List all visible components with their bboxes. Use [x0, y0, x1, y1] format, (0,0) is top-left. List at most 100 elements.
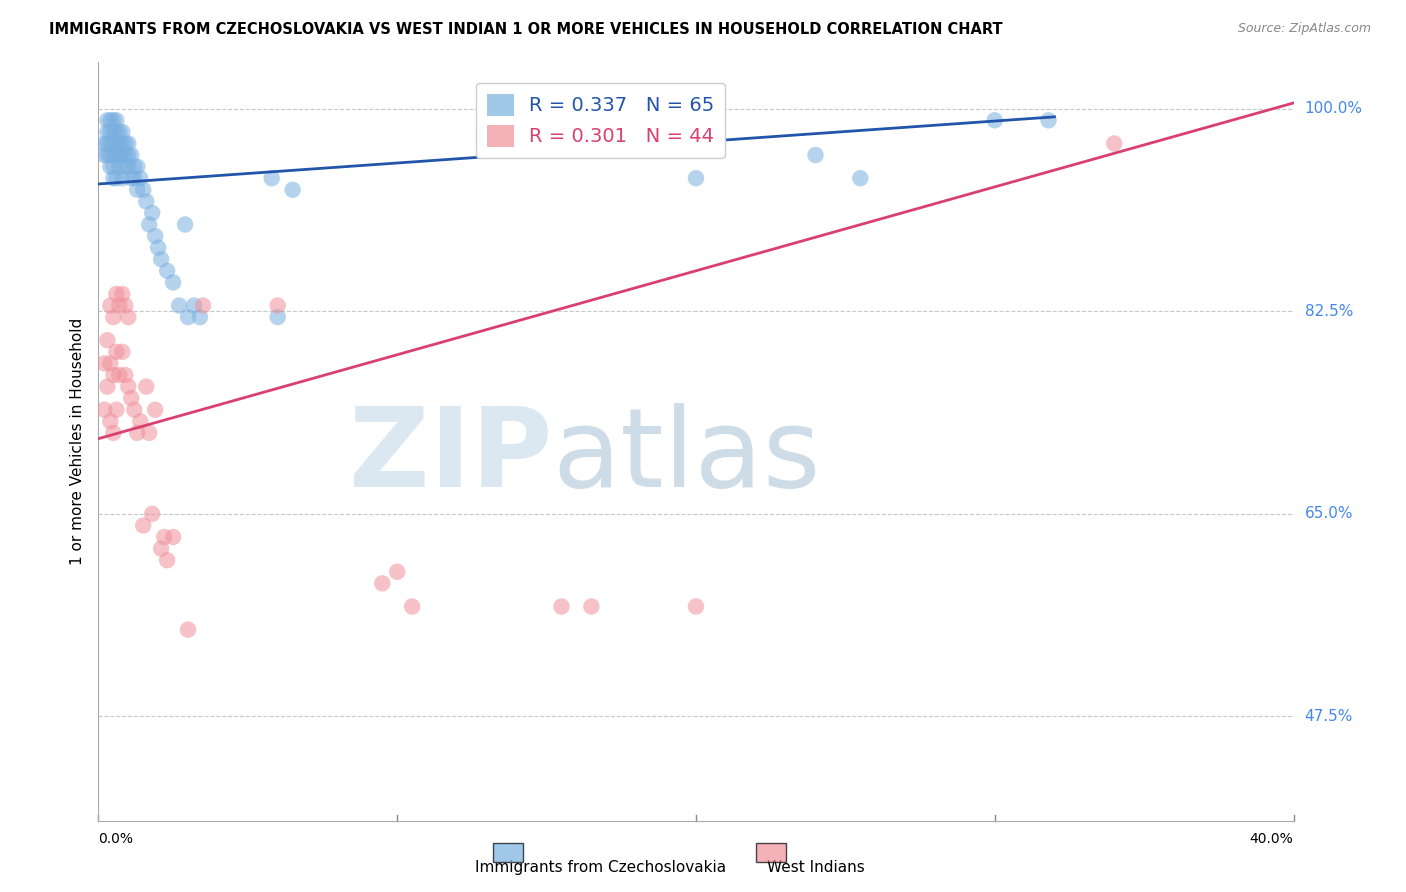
Point — [281, 183, 304, 197]
Point — [685, 171, 707, 186]
Point — [124, 171, 146, 186]
Point — [174, 218, 197, 232]
Point — [132, 518, 155, 533]
Point — [138, 218, 160, 232]
Point — [150, 252, 173, 267]
Point — [108, 136, 131, 151]
Point — [191, 299, 214, 313]
Point — [267, 310, 290, 324]
Text: 0.0%: 0.0% — [98, 832, 134, 847]
Y-axis label: 1 or more Vehicles in Household: 1 or more Vehicles in Household — [69, 318, 84, 566]
Point — [127, 183, 149, 197]
Point — [162, 530, 184, 544]
Point — [167, 299, 190, 313]
Point — [385, 565, 409, 579]
Point — [550, 599, 572, 614]
Point — [188, 310, 211, 324]
Point — [105, 171, 128, 186]
Point — [177, 310, 200, 324]
Point — [108, 160, 131, 174]
Point — [96, 136, 118, 151]
Point — [108, 299, 131, 313]
Point — [150, 541, 173, 556]
Point — [98, 113, 122, 128]
Point — [105, 287, 128, 301]
Point — [111, 171, 134, 186]
Point — [105, 136, 128, 151]
Point — [127, 425, 149, 440]
Point — [1038, 113, 1060, 128]
Point — [135, 194, 157, 209]
Point — [141, 507, 163, 521]
Point — [183, 299, 205, 313]
Point — [108, 125, 131, 139]
Text: 100.0%: 100.0% — [1305, 102, 1362, 116]
Point — [141, 206, 163, 220]
Point — [153, 530, 176, 544]
Text: 65.0%: 65.0% — [1305, 507, 1353, 522]
Point — [98, 299, 122, 313]
Point — [143, 402, 166, 417]
Point — [127, 160, 149, 174]
Point — [114, 148, 136, 162]
Point — [93, 356, 115, 370]
Point — [103, 136, 125, 151]
Point — [108, 148, 131, 162]
Point — [105, 113, 128, 128]
Point — [96, 379, 118, 393]
Point — [96, 333, 118, 347]
Point — [114, 368, 136, 382]
Point — [984, 113, 1007, 128]
Point — [96, 113, 118, 128]
Point — [103, 125, 125, 139]
Point — [162, 276, 184, 290]
Text: Source: ZipAtlas.com: Source: ZipAtlas.com — [1237, 22, 1371, 36]
Point — [114, 299, 136, 313]
Point — [103, 160, 125, 174]
Point — [143, 229, 166, 244]
Point — [117, 379, 139, 393]
Point — [129, 171, 152, 186]
Point — [156, 553, 179, 567]
Point — [117, 148, 139, 162]
Point — [93, 402, 115, 417]
Point — [1104, 136, 1126, 151]
Point — [581, 599, 603, 614]
Text: 40.0%: 40.0% — [1250, 832, 1294, 847]
Point — [124, 160, 146, 174]
Point — [120, 171, 142, 186]
Text: atlas: atlas — [553, 403, 821, 510]
Point — [98, 125, 122, 139]
Point — [135, 379, 157, 393]
Point — [98, 136, 122, 151]
Point — [156, 264, 179, 278]
Point — [93, 148, 115, 162]
Text: 47.5%: 47.5% — [1305, 709, 1353, 724]
Point — [117, 160, 139, 174]
Point — [105, 402, 128, 417]
Point — [260, 171, 283, 186]
Point — [103, 425, 125, 440]
Point — [804, 148, 827, 162]
Point — [177, 623, 200, 637]
Point — [111, 287, 134, 301]
Text: Immigrants from Czechoslovakia: Immigrants from Czechoslovakia — [475, 860, 725, 874]
Point — [114, 136, 136, 151]
Text: IMMIGRANTS FROM CZECHOSLOVAKIA VS WEST INDIAN 1 OR MORE VEHICLES IN HOUSEHOLD CO: IMMIGRANTS FROM CZECHOSLOVAKIA VS WEST I… — [49, 22, 1002, 37]
Point — [105, 344, 128, 359]
Text: West Indians: West Indians — [766, 860, 865, 874]
Point — [371, 576, 394, 591]
Text: ZIP: ZIP — [349, 403, 553, 510]
Point — [98, 356, 122, 370]
Point — [105, 148, 128, 162]
Point — [103, 171, 125, 186]
Point — [103, 148, 125, 162]
Point — [132, 183, 155, 197]
Point — [117, 310, 139, 324]
Point — [401, 599, 423, 614]
Point — [117, 136, 139, 151]
Point — [111, 344, 134, 359]
Point — [98, 414, 122, 428]
Point — [111, 136, 134, 151]
Point — [98, 160, 122, 174]
